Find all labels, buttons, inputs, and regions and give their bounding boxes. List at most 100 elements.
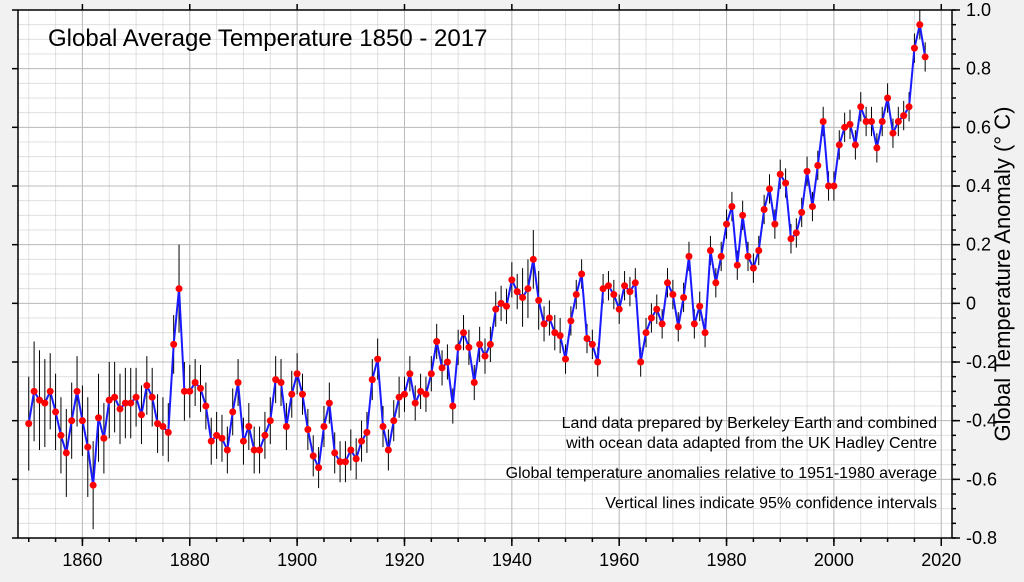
data-marker (176, 285, 183, 292)
data-marker (278, 379, 285, 386)
data-marker (782, 180, 789, 187)
y-axis-title: Global Temperature Anomaly (° C) (990, 107, 1015, 442)
y-tick-label: 1.0 (966, 0, 991, 20)
y-tick-label: 0.4 (966, 176, 991, 196)
data-marker (804, 168, 811, 175)
data-marker (868, 118, 875, 125)
data-marker (465, 344, 472, 351)
x-tick-label: 2000 (814, 550, 854, 570)
data-marker (659, 320, 666, 327)
data-marker (857, 103, 864, 110)
data-marker (31, 388, 38, 395)
data-marker (702, 329, 709, 336)
data-marker (879, 118, 886, 125)
data-marker (492, 306, 499, 313)
data-marker (208, 438, 215, 445)
data-marker (900, 112, 907, 119)
data-marker (519, 294, 526, 301)
data-marker (884, 95, 891, 102)
data-marker (583, 335, 590, 342)
data-marker (546, 315, 553, 322)
x-tick-label: 1960 (599, 550, 639, 570)
data-marker (401, 391, 408, 398)
data-marker (723, 221, 730, 228)
chart-title: Global Average Temperature 1850 - 2017 (48, 25, 487, 52)
data-marker (911, 45, 918, 52)
data-marker (240, 438, 247, 445)
data-marker (562, 356, 569, 363)
data-marker (326, 400, 333, 407)
x-tick-label: 1940 (492, 550, 532, 570)
data-marker (530, 256, 537, 263)
data-marker (508, 276, 515, 283)
data-marker (444, 359, 451, 366)
chart-container: 186018801900192019401960198020002020-0.8… (0, 0, 1024, 582)
data-marker (889, 130, 896, 137)
temperature-anomaly-chart: 186018801900192019401960198020002020-0.8… (0, 0, 1024, 582)
data-marker (605, 282, 612, 289)
data-marker (406, 370, 413, 377)
data-marker (712, 279, 719, 286)
data-marker (68, 417, 75, 424)
data-marker (680, 294, 687, 301)
data-marker (589, 341, 596, 348)
data-marker (79, 417, 86, 424)
x-tick-label: 1920 (384, 550, 424, 570)
data-marker (374, 356, 381, 363)
data-marker (503, 303, 510, 310)
y-tick-label: -0.8 (966, 528, 997, 548)
data-marker (750, 265, 757, 272)
data-marker (385, 447, 392, 454)
data-marker (283, 423, 290, 430)
data-marker (809, 203, 816, 210)
data-marker (439, 364, 446, 371)
x-tick-label: 1860 (62, 550, 102, 570)
data-marker (691, 320, 698, 327)
data-marker (224, 447, 231, 454)
data-marker (514, 288, 521, 295)
data-marker (245, 423, 252, 430)
data-marker (218, 435, 225, 442)
data-marker (476, 341, 483, 348)
data-marker (637, 359, 644, 366)
data-marker (261, 432, 268, 439)
data-marker (578, 271, 585, 278)
data-marker (621, 282, 628, 289)
data-marker (573, 291, 580, 298)
data-marker (616, 306, 623, 313)
x-tick-label: 1880 (170, 550, 210, 570)
data-marker (256, 447, 263, 454)
chart-caption: Global temperature anomalies relative to… (506, 465, 937, 482)
data-marker (675, 323, 682, 330)
data-marker (47, 388, 54, 395)
data-marker (116, 405, 123, 412)
data-marker (524, 285, 531, 292)
data-marker (133, 394, 140, 401)
data-marker (766, 185, 773, 192)
data-marker (482, 353, 489, 360)
y-tick-label: 0.8 (966, 59, 991, 79)
data-marker (84, 444, 91, 451)
data-marker (922, 53, 929, 60)
data-marker (873, 144, 880, 151)
y-tick-label: 0.6 (966, 117, 991, 137)
data-marker (353, 455, 360, 462)
data-marker (798, 209, 805, 216)
data-marker (632, 279, 639, 286)
data-marker (159, 423, 166, 430)
data-marker (304, 426, 311, 433)
data-marker (594, 359, 601, 366)
data-marker (428, 370, 435, 377)
data-marker (347, 447, 354, 454)
data-marker (471, 379, 478, 386)
data-marker (847, 121, 854, 128)
data-marker (267, 417, 274, 424)
data-marker (761, 206, 768, 213)
data-marker (830, 183, 837, 190)
data-marker (449, 403, 456, 410)
data-marker (390, 417, 397, 424)
data-marker (610, 291, 617, 298)
data-marker (836, 141, 843, 148)
data-marker (170, 341, 177, 348)
data-marker (916, 21, 923, 28)
